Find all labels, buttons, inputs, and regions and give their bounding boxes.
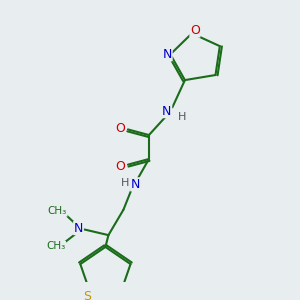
Text: H: H (178, 112, 187, 122)
Text: N: N (131, 178, 140, 191)
Text: N: N (162, 105, 172, 118)
Text: S: S (83, 290, 91, 300)
Text: N: N (163, 48, 172, 61)
Text: N: N (74, 222, 83, 235)
Text: O: O (116, 122, 125, 134)
Text: O: O (116, 160, 125, 172)
Text: O: O (190, 24, 200, 37)
Text: H: H (121, 178, 129, 188)
Text: CH₃: CH₃ (48, 206, 67, 216)
Text: CH₃: CH₃ (46, 242, 66, 251)
